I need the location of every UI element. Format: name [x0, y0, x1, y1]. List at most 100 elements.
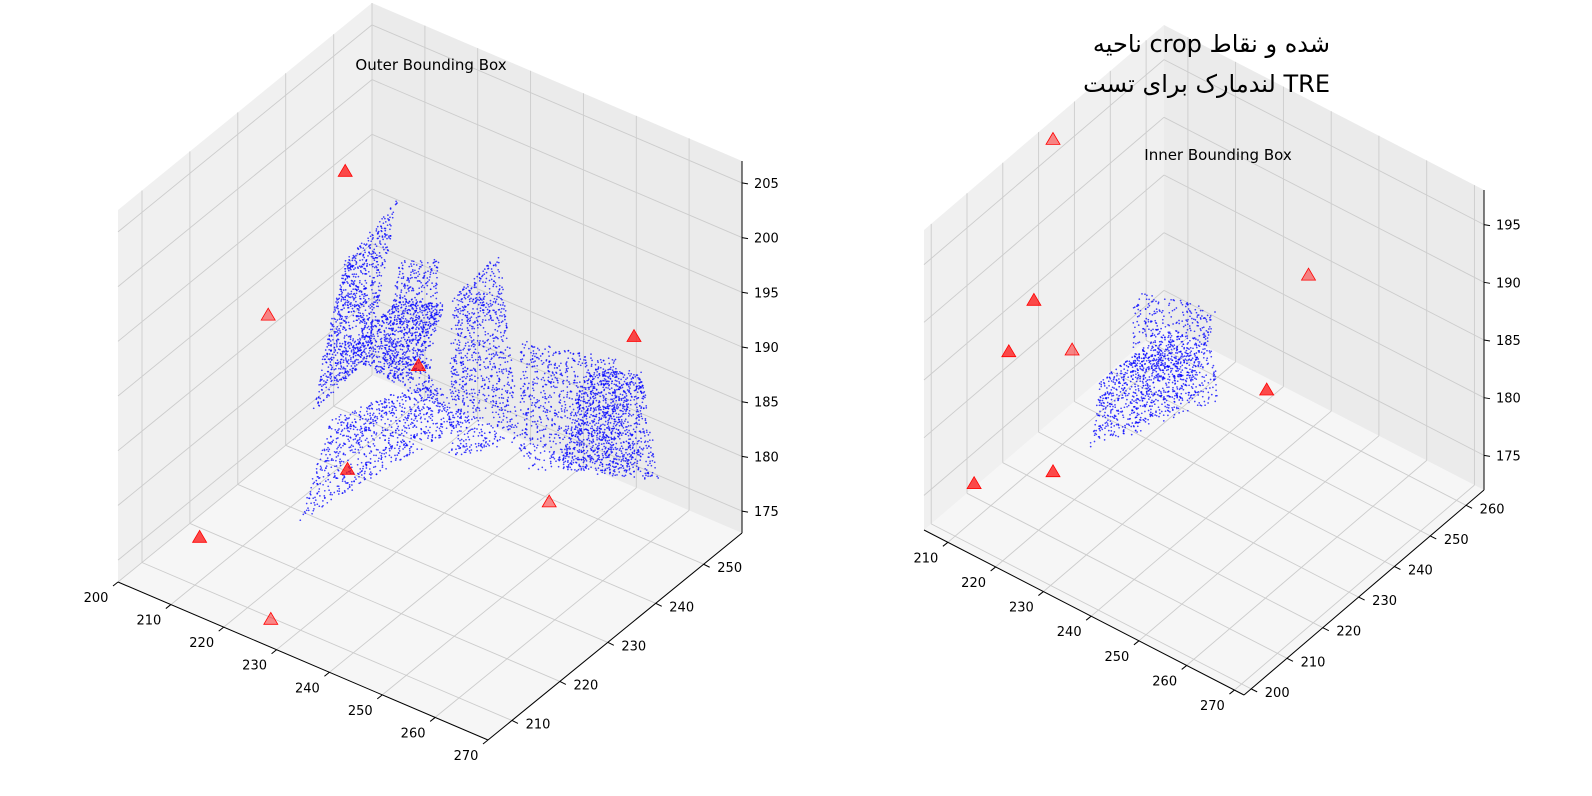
point-cloud-dot — [580, 449, 583, 452]
point-cloud-dot — [570, 434, 573, 437]
point-cloud-dot — [367, 418, 370, 421]
point-cloud-dot — [388, 235, 390, 238]
point-cloud-dot — [499, 314, 501, 317]
point-cloud-dot — [470, 316, 473, 318]
point-cloud-dot — [474, 370, 477, 373]
point-cloud-dot — [450, 370, 453, 373]
point-cloud-dot — [621, 474, 624, 477]
point-cloud-dot — [423, 381, 426, 384]
gridline-y-floor — [237, 483, 608, 643]
point-cloud-dot — [387, 418, 389, 421]
point-cloud-dot — [545, 424, 548, 427]
point-cloud-dot — [578, 389, 581, 392]
point-cloud-dot — [362, 247, 365, 249]
point-cloud-dot — [378, 457, 380, 460]
point-cloud-dot — [378, 220, 381, 223]
point-cloud-dot — [451, 300, 454, 302]
point-cloud-dot — [341, 296, 344, 299]
point-cloud-dot — [389, 412, 392, 415]
point-cloud-dot — [620, 397, 623, 400]
point-cloud-dot — [321, 449, 324, 452]
point-cloud-dot — [524, 370, 527, 373]
point-cloud-dot — [304, 512, 307, 514]
point-cloud-dot — [394, 431, 397, 434]
point-cloud-dot — [419, 412, 422, 415]
point-cloud-dot — [519, 448, 522, 450]
point-cloud-dot — [650, 446, 652, 449]
point-cloud-dot — [553, 374, 556, 376]
point-cloud-dot — [641, 417, 644, 420]
point-cloud-dot — [475, 410, 477, 412]
point-cloud-dot — [319, 468, 322, 471]
point-cloud-dot — [641, 401, 644, 404]
point-cloud-dot — [457, 303, 460, 306]
point-cloud-dot — [427, 407, 430, 409]
point-cloud-dot — [455, 362, 458, 365]
point-cloud-dot — [536, 370, 539, 373]
point-cloud-dot — [481, 299, 483, 301]
point-cloud-dot — [316, 492, 319, 494]
point-cloud-dot — [623, 380, 626, 383]
point-cloud-dot — [403, 345, 405, 348]
point-cloud-dot — [420, 416, 422, 419]
point-cloud-dot — [517, 422, 519, 425]
point-cloud-dot — [618, 382, 621, 385]
point-cloud-dot — [572, 458, 575, 461]
point-cloud-dot — [406, 363, 408, 365]
point-cloud-dot — [314, 504, 316, 506]
point-cloud-dot — [505, 337, 508, 340]
point-cloud-dot — [459, 307, 461, 310]
point-cloud-dot — [431, 397, 434, 400]
point-cloud-dot — [390, 341, 392, 344]
point-cloud-dot — [642, 475, 644, 477]
point-cloud-dot — [344, 379, 346, 382]
point-cloud-dot — [624, 457, 627, 460]
point-cloud-dot — [419, 437, 421, 440]
point-cloud-dot — [380, 342, 383, 345]
point-cloud-dot — [355, 292, 358, 295]
point-cloud-dot — [417, 405, 420, 408]
point-cloud-dot — [344, 278, 347, 280]
point-cloud-dot — [386, 249, 389, 251]
point-cloud-dot — [532, 410, 534, 413]
point-cloud-dot — [584, 365, 587, 368]
point-cloud-dot — [462, 371, 465, 373]
point-cloud-dot — [336, 352, 339, 354]
point-cloud-dot — [365, 258, 368, 261]
point-cloud-dot — [346, 427, 348, 430]
y-tick-mark — [511, 720, 519, 724]
point-cloud-dot — [339, 464, 342, 467]
point-cloud-dot — [374, 460, 376, 463]
point-cloud-dot — [333, 383, 336, 386]
point-cloud-dot — [336, 302, 339, 305]
point-cloud-dot — [564, 371, 567, 374]
point-cloud-dot — [479, 310, 482, 312]
point-cloud-dot — [487, 338, 490, 341]
point-cloud-dot — [369, 471, 372, 473]
z-tick-mark — [741, 291, 749, 294]
point-cloud-dot — [401, 406, 404, 409]
point-cloud-dot — [428, 308, 431, 311]
point-cloud-dot — [329, 328, 332, 331]
point-cloud-dot — [415, 343, 418, 345]
point-cloud-dot — [582, 465, 584, 468]
point-cloud-dot — [467, 348, 470, 351]
point-cloud-dot — [572, 441, 575, 444]
point-cloud-dot — [355, 421, 357, 424]
point-cloud-dot — [610, 444, 613, 447]
point-cloud-dot — [625, 428, 628, 431]
point-cloud-dot — [607, 436, 610, 438]
point-cloud-dot — [344, 480, 346, 483]
point-cloud-dot — [493, 280, 496, 283]
point-cloud-dot — [324, 349, 327, 351]
point-cloud-dot — [325, 467, 327, 469]
point-cloud-dot — [328, 342, 330, 344]
point-cloud-dot — [470, 428, 473, 431]
point-cloud-dot — [377, 285, 380, 288]
point-cloud-dot — [336, 447, 338, 450]
point-cloud-dot — [548, 360, 551, 363]
point-cloud-dot — [609, 366, 612, 369]
point-cloud-dot — [451, 398, 454, 401]
point-cloud-dot — [382, 434, 384, 437]
point-cloud-dot — [371, 288, 373, 291]
